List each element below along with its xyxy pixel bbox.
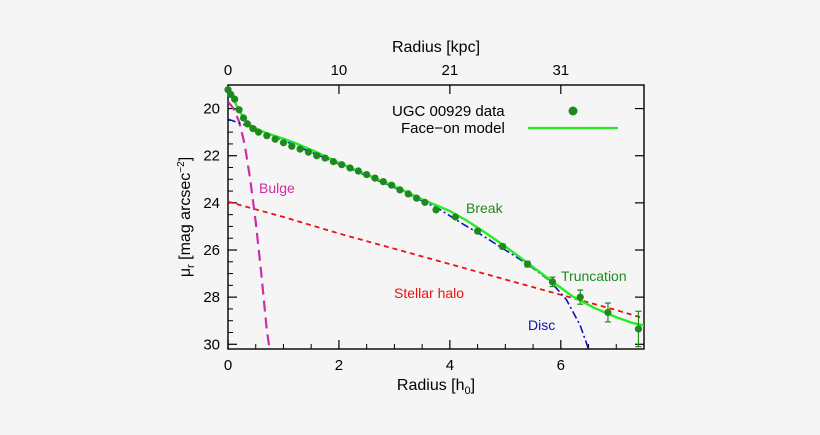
data-point [379, 178, 387, 186]
y-tick-label: 30 [203, 336, 220, 353]
data-point [279, 139, 288, 147]
data-point [432, 206, 440, 214]
data-point [338, 161, 346, 169]
y-axis-title-rest: [mag arcsec [177, 173, 194, 265]
data-point [396, 186, 404, 194]
data-point [576, 293, 584, 301]
data-point [239, 114, 248, 122]
data-point [523, 260, 532, 268]
data-point [304, 148, 313, 156]
data-point [346, 164, 354, 172]
data-point [371, 174, 379, 182]
data-point [421, 198, 429, 206]
series-stellar-halo-line [228, 200, 644, 320]
data-point [354, 167, 362, 175]
legend-data-label: UGC 00929 data [392, 103, 505, 120]
top-x-tick-label: 21 [442, 62, 459, 79]
data-point [634, 325, 643, 333]
data-points [224, 86, 643, 348]
x-tick-label: 2 [335, 357, 343, 374]
data-point [451, 213, 460, 221]
x-axis-title-close: ] [471, 377, 475, 394]
y-tick-label: 20 [203, 101, 220, 118]
data-point [313, 152, 321, 160]
annotation-bulge: Bulge [259, 180, 295, 196]
y-tick-label: 26 [203, 242, 220, 259]
top-x-axis: 0 10 21 31 [224, 62, 569, 94]
annotation-halo: Stellar halo [394, 285, 464, 301]
data-point [604, 308, 612, 317]
y-axis-title-sub: r [185, 264, 197, 268]
data-point [288, 142, 296, 150]
x-axis-title-sub: 0 [465, 385, 471, 397]
data-point [388, 181, 396, 189]
y-tick-label: 24 [203, 195, 220, 212]
x-axis: 0 2 4 6 [224, 340, 617, 374]
data-point [474, 227, 482, 235]
data-point [329, 158, 337, 166]
x-tick-label: 6 [557, 357, 565, 374]
data-point [263, 132, 271, 140]
data-point [296, 145, 304, 153]
top-x-tick-label: 10 [331, 62, 348, 79]
x-axis-title-main: Radius [h [397, 377, 465, 394]
series-bulge-line [228, 100, 271, 349]
x-tick-label: 0 [224, 357, 232, 374]
y-axis-title-close: ] [177, 157, 194, 161]
data-point [498, 242, 507, 251]
plot-frame [227, 84, 645, 350]
y-axis-title: μr [mag arcsec−2] [176, 157, 197, 277]
data-point [548, 278, 557, 286]
annotation-truncation: Truncation [561, 268, 627, 284]
data-point [231, 95, 239, 103]
y-axis-title-mu: μ [177, 268, 194, 277]
data-point [404, 190, 412, 198]
top-x-tick-label: 31 [552, 62, 569, 79]
annotation-disc: Disc [528, 317, 555, 333]
data-point [249, 125, 257, 133]
data-point [321, 154, 329, 162]
data-point [235, 106, 243, 114]
legend-data-marker [568, 106, 578, 116]
y-tick-label: 28 [203, 289, 220, 306]
data-point [243, 120, 252, 128]
data-point [254, 128, 263, 136]
data-point [363, 170, 371, 179]
data-point [412, 194, 421, 202]
y-axis-title-sup: −2 [176, 161, 187, 173]
top-x-tick-label: 0 [224, 62, 232, 79]
data-point [271, 135, 279, 143]
series-disc-line [228, 118, 590, 349]
annotation-break: Break [466, 200, 504, 216]
legend-model-label: Face−on model [401, 120, 505, 137]
x-axis-title: Radius [h0] [397, 377, 475, 397]
legend: UGC 00929 data Face−on model [392, 103, 618, 137]
y-axis: 20 22 24 26 28 30 [203, 96, 644, 353]
x-tick-label: 4 [446, 357, 454, 374]
y-tick-label: 22 [203, 148, 220, 165]
top-x-axis-title: Radius [kpc] [392, 39, 480, 56]
